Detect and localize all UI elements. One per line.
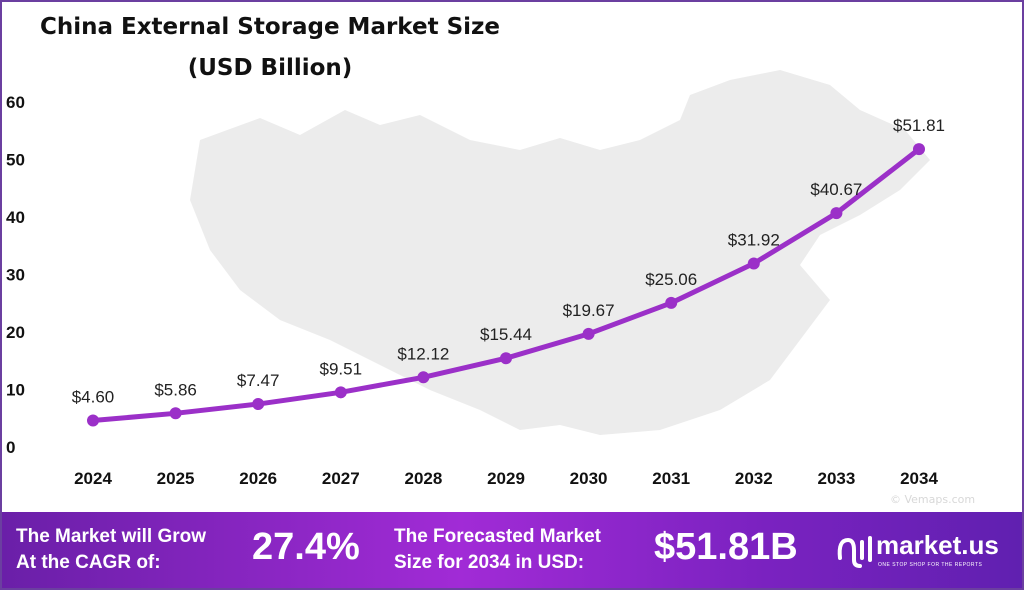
x-tick-label: 2026 xyxy=(239,469,277,488)
x-tick-label: 2028 xyxy=(404,469,442,488)
cagr-label-2: At the CAGR of: xyxy=(16,552,161,573)
data-point xyxy=(913,143,925,156)
data-label: $12.12 xyxy=(397,344,449,363)
watermark: © Vemaps.com xyxy=(890,493,976,506)
y-tick-label: 10 xyxy=(6,381,25,400)
x-tick-label: 2034 xyxy=(900,469,938,488)
data-point xyxy=(500,352,512,365)
x-tick-label: 2030 xyxy=(570,469,608,488)
x-tick-label: 2027 xyxy=(322,469,360,488)
forecast-label-1: The Forecasted Market xyxy=(394,526,601,547)
data-label: $25.06 xyxy=(645,270,697,289)
data-label: $9.51 xyxy=(320,359,363,378)
chart-title: China External Storage Market Size xyxy=(39,14,501,40)
cagr-value: 27.4% xyxy=(252,526,360,568)
footer-banner: The Market will Grow At the CAGR of: 27.… xyxy=(2,512,1022,588)
data-point xyxy=(334,386,347,399)
china-map-background xyxy=(190,70,930,435)
data-point xyxy=(417,371,430,384)
data-label: $40.67 xyxy=(810,180,862,199)
brand-tagline: ONE STOP SHOP FOR THE REPORTS xyxy=(878,562,983,568)
x-tick-label: 2025 xyxy=(157,469,195,488)
forecast-value: $51.81B xyxy=(654,526,798,568)
y-tick-label: 60 xyxy=(6,93,25,112)
data-label: $15.44 xyxy=(480,325,532,344)
x-tick-label: 2032 xyxy=(735,469,773,488)
y-tick-label: 20 xyxy=(6,323,25,342)
data-point xyxy=(747,257,760,270)
x-tick-label: 2033 xyxy=(817,469,855,488)
data-point xyxy=(87,414,99,427)
forecast-label-2: Size for 2034 in USD: xyxy=(394,552,585,573)
data-label: $19.67 xyxy=(563,301,615,320)
data-label: $4.60 xyxy=(72,388,115,407)
data-point xyxy=(830,207,843,220)
cagr-label-1: The Market will Grow xyxy=(16,526,207,547)
data-label: $31.92 xyxy=(728,230,780,249)
data-label: $5.86 xyxy=(154,380,197,399)
data-point xyxy=(665,296,678,309)
data-label: $7.47 xyxy=(237,371,280,390)
y-tick-label: 30 xyxy=(6,266,25,285)
x-tick-label: 2029 xyxy=(487,469,525,488)
data-point xyxy=(169,407,182,420)
x-tick-label: 2031 xyxy=(652,469,690,488)
data-label: $51.81 xyxy=(893,116,945,135)
chart-subtitle: (USD Billion) xyxy=(187,55,353,81)
data-point xyxy=(582,327,595,340)
y-tick-label: 0 xyxy=(6,438,15,457)
y-tick-label: 40 xyxy=(6,208,25,227)
y-tick-label: 50 xyxy=(6,151,25,170)
market-us-logo-icon xyxy=(837,536,872,568)
x-tick-label: 2024 xyxy=(74,469,112,488)
data-point xyxy=(252,398,265,411)
brand-name: market.us xyxy=(876,530,999,560)
